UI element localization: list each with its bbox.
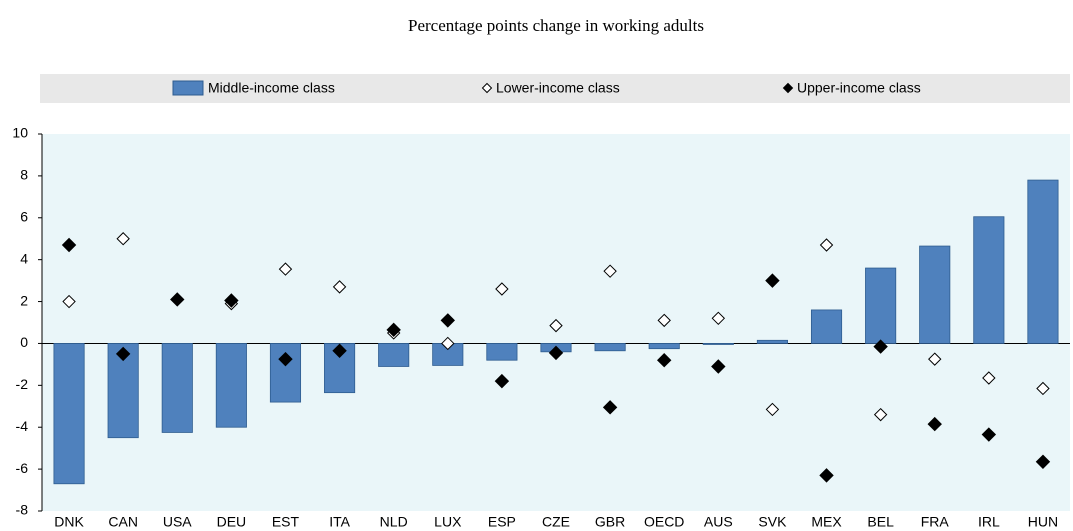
legend-swatch: [172, 80, 204, 96]
marker: [603, 264, 617, 278]
marker: [332, 343, 347, 358]
y-tick-label: 8: [20, 167, 28, 183]
marker: [927, 416, 942, 432]
marker: [982, 371, 996, 385]
x-tick-label: FRA: [921, 514, 950, 530]
x-tick-label: SVK: [758, 514, 787, 530]
x-tick-label: AUS: [704, 514, 733, 530]
marker: [278, 262, 293, 276]
y-tick-label: -4: [16, 418, 29, 434]
bar: [594, 343, 626, 352]
marker: [1036, 381, 1050, 396]
x-tick-label: OECD: [644, 514, 684, 530]
x-tick-label: LUX: [434, 514, 462, 530]
marker: [1035, 454, 1051, 469]
marker: [495, 282, 509, 296]
legend-label: Middle-income class: [208, 80, 335, 96]
bar: [161, 343, 193, 433]
x-tick-label: USA: [163, 514, 192, 530]
marker: [170, 292, 185, 307]
x-tick-label: IRL: [978, 514, 1000, 530]
bar: [378, 343, 410, 367]
x-tick-label: DEU: [217, 514, 247, 530]
marker: [549, 318, 563, 333]
marker: [61, 237, 77, 253]
bar: [919, 245, 951, 344]
marker: [981, 427, 997, 442]
bar: [648, 343, 680, 350]
marker: [441, 336, 455, 351]
marker: [928, 352, 942, 366]
bar: [865, 267, 897, 344]
marker: [386, 322, 401, 338]
y-tick-label: 4: [20, 250, 28, 266]
marker: [224, 293, 239, 308]
x-tick-label: EST: [272, 514, 300, 530]
y-tick-label: -8: [16, 502, 29, 518]
bar: [973, 216, 1005, 344]
bar: [756, 339, 788, 344]
y-tick-label: 0: [20, 334, 28, 350]
x-tick-label: GBR: [595, 514, 625, 530]
marker: [494, 373, 510, 389]
marker: [819, 468, 834, 483]
marker: [548, 345, 564, 361]
marker: [657, 352, 672, 368]
x-tick-label: MEX: [811, 514, 842, 530]
marker: [873, 407, 888, 422]
marker: [602, 400, 618, 415]
x-tick-label: ESP: [488, 514, 516, 530]
bar: [702, 343, 734, 345]
y-tick-label: 6: [20, 208, 28, 224]
bar: [810, 309, 843, 344]
marker: [62, 294, 76, 309]
legend-swatch: [481, 82, 493, 94]
marker: [440, 313, 455, 328]
y-tick-label: -6: [16, 460, 29, 476]
y-tick-label: 2: [20, 292, 28, 308]
x-tick-label: ITA: [329, 514, 350, 530]
legend-background: [40, 74, 1070, 103]
bar: [53, 343, 85, 485]
x-tick-label: HUN: [1028, 514, 1058, 530]
x-tick-label: CZE: [542, 514, 570, 530]
marker: [765, 273, 780, 288]
x-tick-label: DNK: [54, 514, 84, 530]
chart-title: Percentage points change in working adul…: [408, 16, 704, 35]
legend-swatch: [782, 82, 794, 94]
marker: [116, 232, 130, 246]
y-tick-label: 10: [12, 125, 28, 141]
marker: [873, 339, 888, 354]
x-tick-label: CAN: [108, 514, 138, 530]
marker: [332, 280, 347, 294]
marker: [657, 313, 671, 328]
bar: [1027, 179, 1059, 344]
y-tick-label: -2: [16, 376, 29, 392]
marker: [819, 238, 834, 252]
marker: [711, 311, 726, 326]
bar: [486, 343, 518, 361]
marker: [115, 346, 131, 362]
marker: [711, 359, 726, 374]
x-tick-label: NLD: [380, 514, 408, 530]
marker: [765, 402, 780, 417]
x-tick-label: BEL: [867, 514, 894, 530]
legend-label: Upper-income class: [797, 80, 921, 96]
legend-label: Lower-income class: [496, 80, 620, 96]
marker: [278, 351, 293, 367]
bar: [215, 343, 247, 428]
